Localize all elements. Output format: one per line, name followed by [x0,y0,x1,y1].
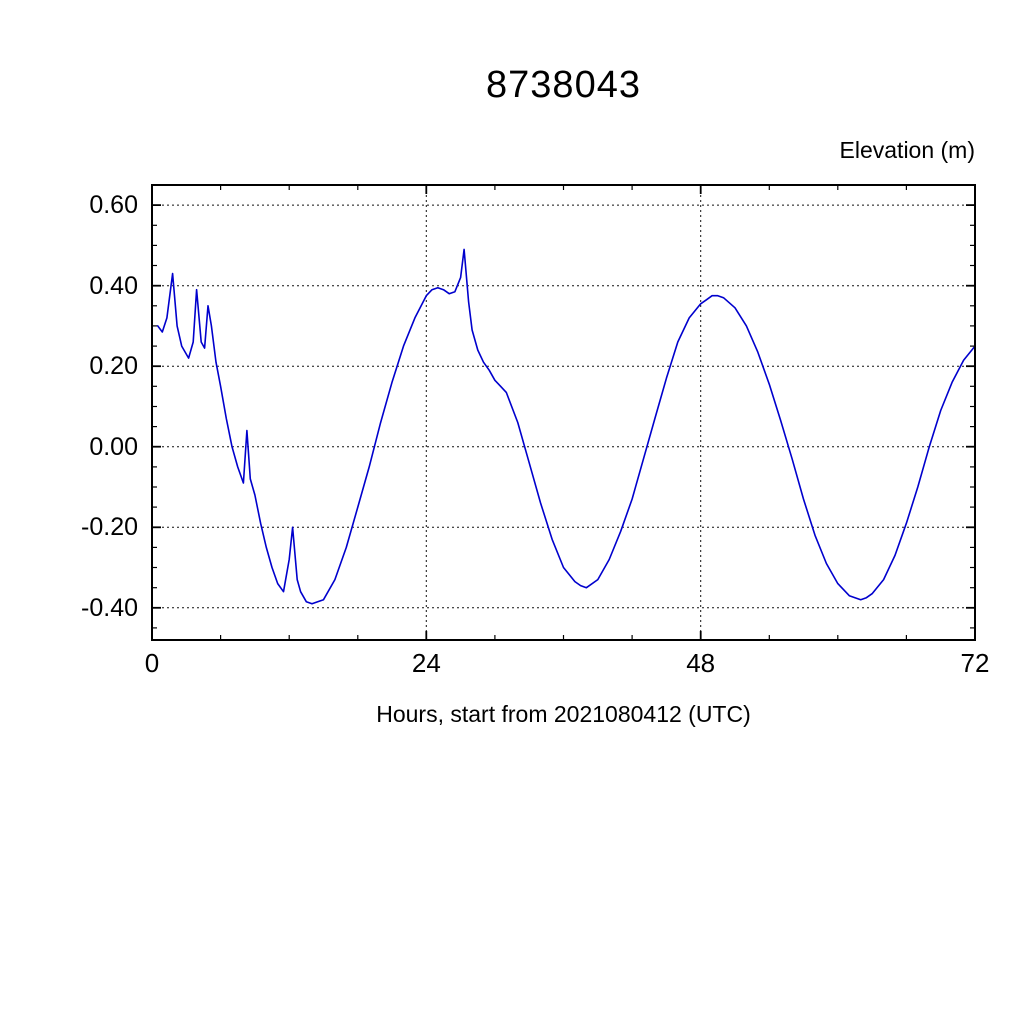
x-tick-label: 72 [960,648,990,678]
elevation-line [156,248,976,605]
y-axis-title: Elevation (m) [839,137,975,163]
x-tick-label: 48 [686,648,716,678]
y-tick-label: -0.20 [81,513,138,542]
y-tick-label: 0.60 [89,191,138,220]
y-tick-label: -0.40 [81,593,138,622]
x-tick-label: 0 [144,648,160,678]
y-tick-label: 0.00 [89,432,138,461]
x-axis-title: Hours, start from 2021080412 (UTC) [376,701,751,727]
axis-frame [151,184,976,641]
y-tick-label: 0.40 [89,271,138,300]
y-tick-label: 0.20 [89,352,138,381]
x-tick-label: 24 [411,648,441,678]
chart-title: 8738043 [486,64,641,106]
